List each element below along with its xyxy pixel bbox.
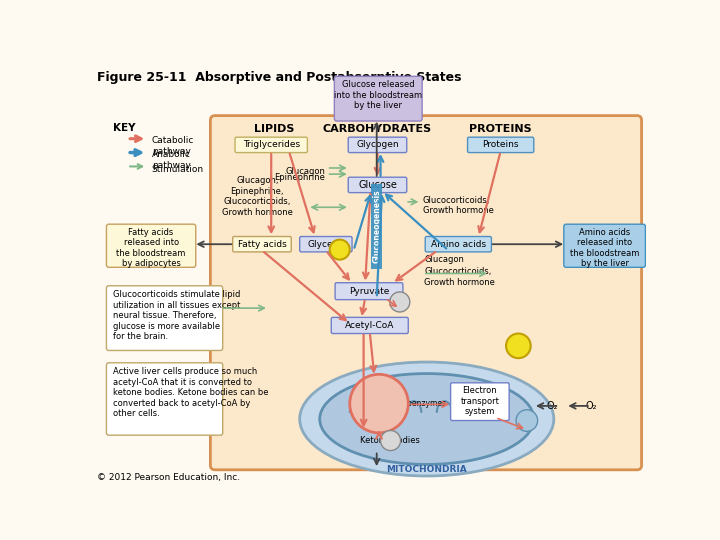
Text: Triglycerides: Triglycerides bbox=[243, 140, 300, 150]
Text: O₂: O₂ bbox=[546, 401, 558, 411]
Circle shape bbox=[516, 410, 538, 431]
Text: CARBOHYDRATES: CARBOHYDRATES bbox=[322, 125, 431, 134]
FancyBboxPatch shape bbox=[107, 286, 222, 350]
Text: Coenzymes: Coenzymes bbox=[402, 399, 446, 408]
FancyBboxPatch shape bbox=[426, 237, 492, 252]
Text: Catabolic
pathway: Catabolic pathway bbox=[152, 137, 194, 156]
Text: H₂O: H₂O bbox=[518, 415, 535, 423]
FancyBboxPatch shape bbox=[331, 318, 408, 334]
Ellipse shape bbox=[300, 362, 554, 476]
Text: CO₂: CO₂ bbox=[384, 435, 397, 443]
Text: © 2012 Pearson Education, Inc.: © 2012 Pearson Education, Inc. bbox=[97, 473, 240, 482]
FancyBboxPatch shape bbox=[235, 137, 307, 153]
Text: CO₂: CO₂ bbox=[392, 296, 407, 305]
FancyBboxPatch shape bbox=[564, 224, 645, 267]
Text: Glucagon,
Epinephrine,
Glucocorticoids,
Growth hormone: Glucagon, Epinephrine, Glucocorticoids, … bbox=[222, 177, 293, 217]
Text: Acetyl-CoA: Acetyl-CoA bbox=[345, 321, 395, 329]
Text: Glucagon: Glucagon bbox=[425, 255, 464, 264]
Text: ATP: ATP bbox=[510, 340, 527, 349]
Text: Active liver cells produce so much
acetyl-CoA that it is converted to
ketone bod: Active liver cells produce so much acety… bbox=[112, 367, 268, 418]
FancyBboxPatch shape bbox=[348, 137, 407, 153]
Circle shape bbox=[390, 292, 410, 312]
Text: KEY: KEY bbox=[112, 123, 135, 133]
FancyBboxPatch shape bbox=[107, 363, 222, 435]
Text: Citric
acid
cycle: Citric acid cycle bbox=[368, 387, 390, 417]
Text: Glucocorticoids stimulate lipid
utilization in all tissues except
neural tissue.: Glucocorticoids stimulate lipid utilizat… bbox=[112, 291, 240, 341]
Text: Gluconeogenesis: Gluconeogenesis bbox=[372, 190, 381, 264]
Text: ATP: ATP bbox=[331, 244, 348, 253]
Text: PROTEINS: PROTEINS bbox=[469, 125, 531, 134]
Text: Glycogen: Glycogen bbox=[356, 140, 399, 150]
Text: Fatty acids
released into
the bloodstream
by adipocytes: Fatty acids released into the bloodstrea… bbox=[117, 228, 186, 268]
Circle shape bbox=[506, 334, 531, 358]
Text: Anabolic
pathway: Anabolic pathway bbox=[152, 150, 191, 170]
Text: Electron
transport
system: Electron transport system bbox=[461, 387, 499, 416]
FancyBboxPatch shape bbox=[300, 237, 352, 252]
FancyBboxPatch shape bbox=[372, 184, 382, 269]
Text: MITOCHONDRIA: MITOCHONDRIA bbox=[387, 464, 467, 474]
Circle shape bbox=[330, 240, 350, 260]
Text: Proteins: Proteins bbox=[482, 140, 519, 150]
Text: Glucagon: Glucagon bbox=[285, 167, 325, 176]
Text: Stimulation: Stimulation bbox=[152, 165, 204, 174]
Text: O₂: O₂ bbox=[585, 401, 596, 411]
Text: Fatty acids: Fatty acids bbox=[238, 240, 287, 249]
FancyBboxPatch shape bbox=[451, 383, 509, 421]
FancyBboxPatch shape bbox=[233, 237, 291, 252]
Text: Amino acids
released into
the bloodstream
by the liver: Amino acids released into the bloodstrea… bbox=[570, 228, 639, 268]
FancyBboxPatch shape bbox=[348, 177, 407, 193]
FancyBboxPatch shape bbox=[467, 137, 534, 153]
Text: Glucose: Glucose bbox=[358, 180, 397, 190]
FancyBboxPatch shape bbox=[107, 224, 196, 267]
FancyBboxPatch shape bbox=[210, 116, 642, 470]
Text: Epinephrine: Epinephrine bbox=[274, 173, 325, 183]
FancyBboxPatch shape bbox=[335, 283, 403, 300]
Text: Glucocorticoids,
Growth hormone: Glucocorticoids, Growth hormone bbox=[423, 195, 494, 215]
Ellipse shape bbox=[320, 374, 534, 464]
Text: Ketone bodies: Ketone bodies bbox=[360, 436, 420, 445]
Circle shape bbox=[350, 374, 408, 433]
Text: Amino acids: Amino acids bbox=[431, 240, 486, 249]
Text: Glycerol: Glycerol bbox=[307, 240, 344, 249]
Text: Glucose released
into the bloodstream
by the liver: Glucose released into the bloodstream by… bbox=[334, 80, 423, 110]
Text: Glucocorticoids,
Growth hormone: Glucocorticoids, Growth hormone bbox=[425, 267, 495, 287]
Text: LIPIDS: LIPIDS bbox=[254, 125, 294, 134]
Circle shape bbox=[381, 430, 400, 450]
FancyBboxPatch shape bbox=[334, 76, 422, 121]
Text: Figure 25-11  Absorptive and Postabsorptive States: Figure 25-11 Absorptive and Postabsorpti… bbox=[97, 71, 462, 84]
Text: Pyruvate: Pyruvate bbox=[348, 287, 390, 296]
